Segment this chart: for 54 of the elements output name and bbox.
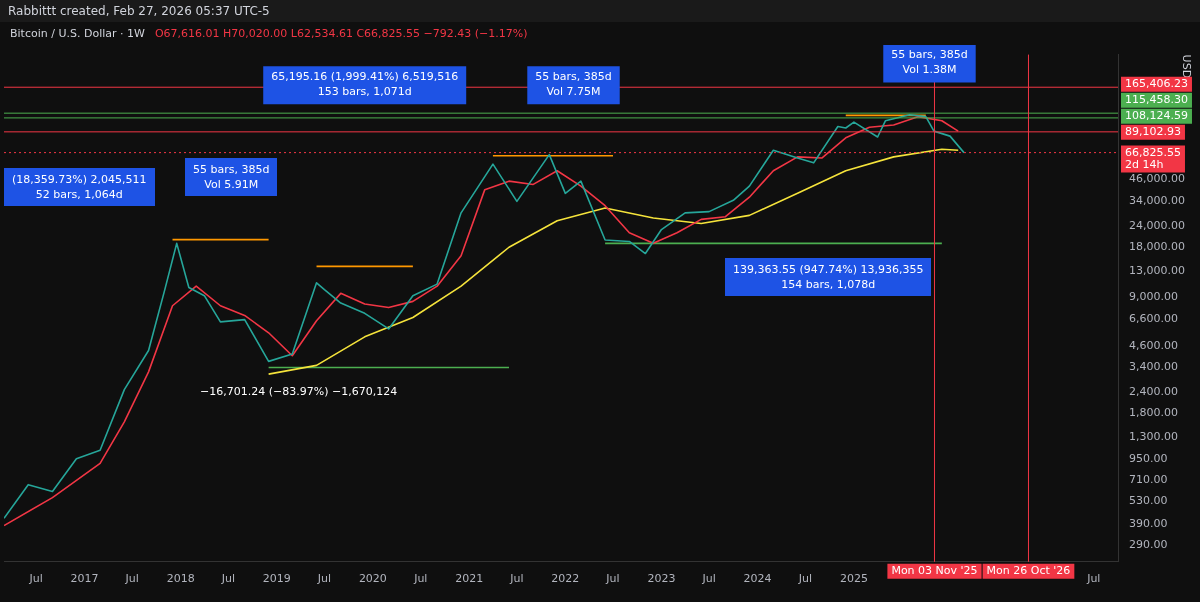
y-tick-label: 530.00 [1129, 494, 1168, 508]
x-tick-label: 2022 [551, 572, 580, 586]
y-tick-label: 13,000.00 [1129, 263, 1185, 277]
annotation: (18,359.73%) 2,045,511 52 bars, 1,064d [12, 172, 147, 202]
x-tick-label: 2023 [647, 572, 676, 586]
ref-line-label: Mon 03 Nov '25 [891, 564, 978, 578]
ref-line-label: 108,124.59 [1125, 109, 1188, 123]
x-tick-label: Jul [509, 572, 524, 586]
y-axis-title: USD [1179, 54, 1193, 79]
y-tick-label: 2,400.00 [1129, 385, 1178, 399]
annotation: −16,701.24 (−83.97%) −1,670,124 [200, 384, 398, 399]
ref-line-label: 165,406.23 [1125, 77, 1188, 91]
x-tick-label: Jul [797, 572, 813, 586]
x-tick-label: Jul [1086, 572, 1101, 586]
chart-title: Bitcoin / U.S. Dollar · 1W [10, 27, 145, 40]
y-tick-label: 24,000.00 [1129, 219, 1185, 233]
ref-line-label: 89,102.93 [1125, 125, 1181, 139]
y-tick-label: 950.00 [1129, 452, 1168, 466]
y-tick-label: 1,800.00 [1129, 406, 1178, 420]
y-tick-label: 9,000.00 [1129, 290, 1178, 304]
x-tick-label: Jul [413, 572, 428, 586]
x-tick-label: Jul [701, 572, 716, 586]
ref-line-label: Mon 26 Oct '26 [986, 564, 1071, 578]
y-tick-label: 710.00 [1129, 473, 1168, 487]
y-tick-label: 46,000.00 [1129, 172, 1185, 186]
y-tick-label: 6,600.00 [1129, 312, 1178, 326]
x-tick-label: 2018 [166, 572, 195, 586]
annotation: 139,363.55 (947.74%) 13,936,355 154 bars, 1,078d [733, 262, 924, 292]
x-tick-label: 2017 [70, 572, 99, 586]
x-tick-label: Jul [316, 572, 332, 586]
x-tick-label: 2024 [743, 572, 772, 586]
y-tick-label: 4,600.00 [1129, 338, 1178, 352]
x-tick-label: 2021 [455, 572, 484, 586]
text: Rabbittt created, Feb 27, 2026 05:37 UTC-5 [0, 0, 1200, 22]
annotation: 65,195.16 (1,999.41%) 6,519,516 153 bars, 1,071d [271, 70, 459, 99]
annotation: 55 bars, 385d Vol 7.75M [535, 70, 612, 99]
x-tick-label: 2020 [358, 572, 387, 586]
y-tick-label: 34,000.00 [1129, 194, 1185, 208]
ref-line-label: 66,825.55 2d 14h [1125, 145, 1181, 171]
y-tick-label: 290.00 [1129, 537, 1168, 551]
y-tick-label: 3,400.00 [1129, 360, 1178, 374]
x-tick-label: Jul [220, 572, 235, 586]
x-tick-label: 2019 [262, 572, 291, 586]
y-tick-label: 390.00 [1129, 516, 1168, 530]
y-tick-label: 18,000.00 [1129, 240, 1185, 254]
x-tick-label: 2025 [839, 572, 868, 586]
ref-line-label: 115,458.30 [1125, 93, 1188, 107]
x-tick-label: Jul [124, 572, 139, 586]
x-tick-label: Jul [605, 572, 620, 586]
annotation: 55 bars, 385d Vol 1.38M [891, 48, 968, 77]
chart-subtitle: O67,616.01 H70,020.00 L62,534.61 C66,825.55 −792.43 (−1.17%) [154, 27, 528, 40]
annotation: 55 bars, 385d Vol 5.91M [193, 162, 270, 192]
y-tick-label: 1,300.00 [1129, 429, 1178, 443]
x-tick-label: Jul [28, 572, 43, 586]
